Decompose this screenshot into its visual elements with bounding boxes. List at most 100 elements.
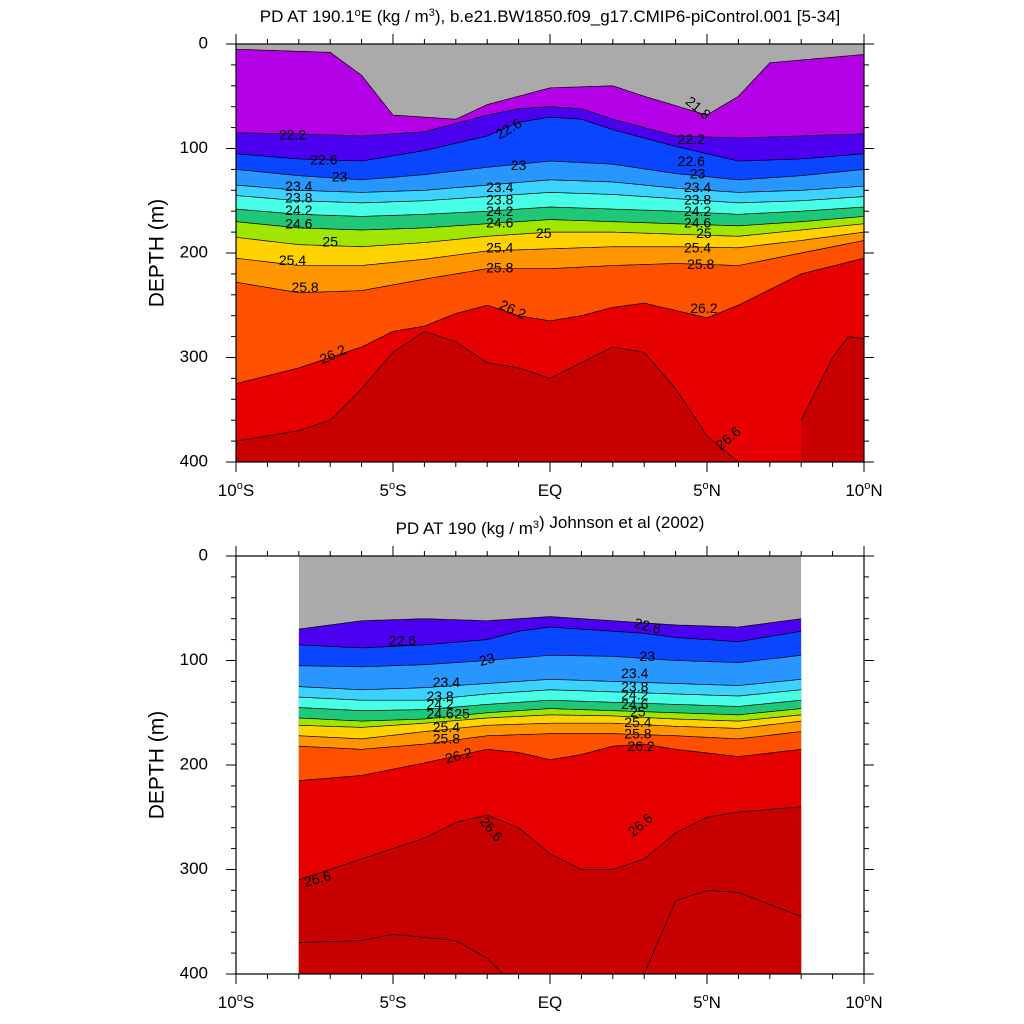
contour-line-25.8	[298, 731, 802, 750]
y-tick-label: 400	[180, 963, 208, 982]
contour-label: 23	[511, 157, 527, 173]
contour-label: 24.6	[426, 706, 453, 722]
contour-label: 25.8	[624, 725, 651, 741]
contour-label: 26.2	[690, 300, 717, 316]
contour-line-22.2	[236, 106, 864, 139]
contour-line-23	[236, 160, 864, 181]
contour-line-23	[298, 654, 802, 668]
contour-label: 24.2	[684, 203, 711, 219]
contour-fill-26.6	[644, 890, 802, 974]
contour-line-24.6	[298, 708, 802, 722]
x-tick-label: EQ	[538, 993, 563, 1012]
contour-line-23.4	[236, 179, 864, 193]
contour-label: 25.4	[684, 240, 711, 256]
x-tick-label: EQ	[538, 481, 563, 500]
contour-label: 23	[477, 649, 496, 669]
x-tick-label: 10oN	[845, 992, 882, 1012]
contour-label: 23	[640, 648, 656, 664]
contour-label: 25	[536, 225, 552, 241]
contour-label: 24.6	[684, 214, 711, 230]
contour-label: 23.8	[426, 688, 453, 704]
x-tick-label: 10oN	[845, 480, 882, 500]
contour-line-26.6	[800, 336, 864, 421]
contour-line-22.6	[236, 116, 864, 162]
contour-line-26.6	[298, 933, 504, 974]
y-tick-label: 300	[180, 859, 208, 878]
contour-label: 25.4	[433, 719, 460, 735]
contour-label: 22.6	[678, 153, 705, 169]
contour-label: 23	[690, 165, 706, 181]
contour-label: 25	[696, 225, 712, 241]
contour-label: 24.6	[621, 696, 648, 712]
contour-labels: 22.622.623 2323.423.423.823.824.224.224.6…	[302, 615, 663, 890]
contour-label: 24.2	[426, 696, 453, 712]
contour-line-23.8	[298, 689, 802, 701]
x-tick-label: 5oS	[380, 480, 407, 500]
contour-label: 26.2	[443, 744, 474, 767]
contour-line-26.6	[236, 330, 739, 462]
contour-fills	[236, 44, 864, 462]
contour-line-25.4	[298, 720, 802, 740]
contour-label: 25.8	[433, 731, 460, 747]
contour-label: 26.6	[302, 867, 333, 890]
contour-label: 25.4	[279, 252, 306, 268]
contour-label: 24.6	[486, 214, 513, 230]
x-tick-label: 5oN	[693, 480, 721, 500]
contour-label: 24.2	[621, 687, 648, 703]
contour-line-25.8	[236, 240, 864, 294]
contour-fill-26.6	[298, 934, 503, 974]
contour-lines	[236, 48, 864, 462]
contour-label: 25.8	[486, 259, 513, 275]
contour-line-23.8	[236, 192, 864, 204]
contour-fill-26.6	[801, 336, 864, 462]
contour-line-23.4	[298, 678, 802, 691]
contour-line-26.6	[298, 806, 802, 881]
chart-title: PD AT 190 (kg / m3) Johnson et al (2002)	[396, 513, 705, 538]
contour-label: 23.4	[684, 179, 711, 195]
contour-line-24.6	[236, 216, 864, 231]
contour-line-24.2	[298, 699, 802, 712]
contour-label: 23	[332, 168, 348, 184]
contour-label: 23.4	[486, 179, 513, 195]
contour-line-22.6	[298, 626, 802, 649]
contour-label: 25	[454, 706, 470, 722]
contour-label: 24.2	[285, 202, 312, 218]
panel-johnson-section: 22.622.623 2323.423.423.823.824.224.224.6…	[146, 513, 883, 1012]
contour-line-26.2	[236, 257, 864, 384]
contour-label: 23.8	[684, 191, 711, 207]
contour-label: 23.4	[433, 674, 460, 690]
contour-label: 22.6	[389, 632, 416, 648]
chart-title: PD AT 190.1oE (kg / m3), b.e21.BW1850.f0…	[260, 7, 841, 26]
contour-label: 22.6	[632, 615, 663, 638]
contour-label: 22.6	[310, 152, 337, 168]
contour-line-24.2	[236, 206, 864, 217]
contour-label: 23.4	[621, 665, 648, 681]
y-tick-label: 400	[180, 451, 208, 470]
y-axis-label: DEPTH (m)	[146, 711, 169, 820]
contour-label: 23.8	[486, 191, 513, 207]
contour-line-26.6	[643, 890, 802, 974]
y-tick-label: 200	[180, 242, 208, 261]
contour-label: 23.8	[621, 678, 648, 694]
y-tick-label: 100	[180, 138, 208, 157]
tick-marks	[226, 546, 874, 984]
contour-label: 25.8	[687, 256, 714, 272]
contour-label: 25	[322, 233, 338, 249]
contour-line-21.8	[236, 48, 864, 120]
contour-lines	[298, 616, 802, 974]
x-tick-label: 5oS	[380, 992, 407, 1012]
x-tick-label: 10oS	[218, 480, 254, 500]
contour-label: 22.2	[678, 131, 705, 147]
contour-line-25	[236, 223, 864, 248]
contour-label: 26.2	[627, 738, 654, 754]
y-tick-label: 300	[180, 347, 208, 366]
contour-line-22.2	[298, 616, 802, 630]
y-tick-label: 0	[199, 33, 208, 52]
y-tick-label: 0	[199, 545, 208, 564]
contour-label: 24.2	[486, 203, 513, 219]
y-tick-label: 100	[180, 650, 208, 669]
x-tick-label: 5oN	[693, 992, 721, 1012]
contour-label: 25.4	[624, 714, 651, 730]
